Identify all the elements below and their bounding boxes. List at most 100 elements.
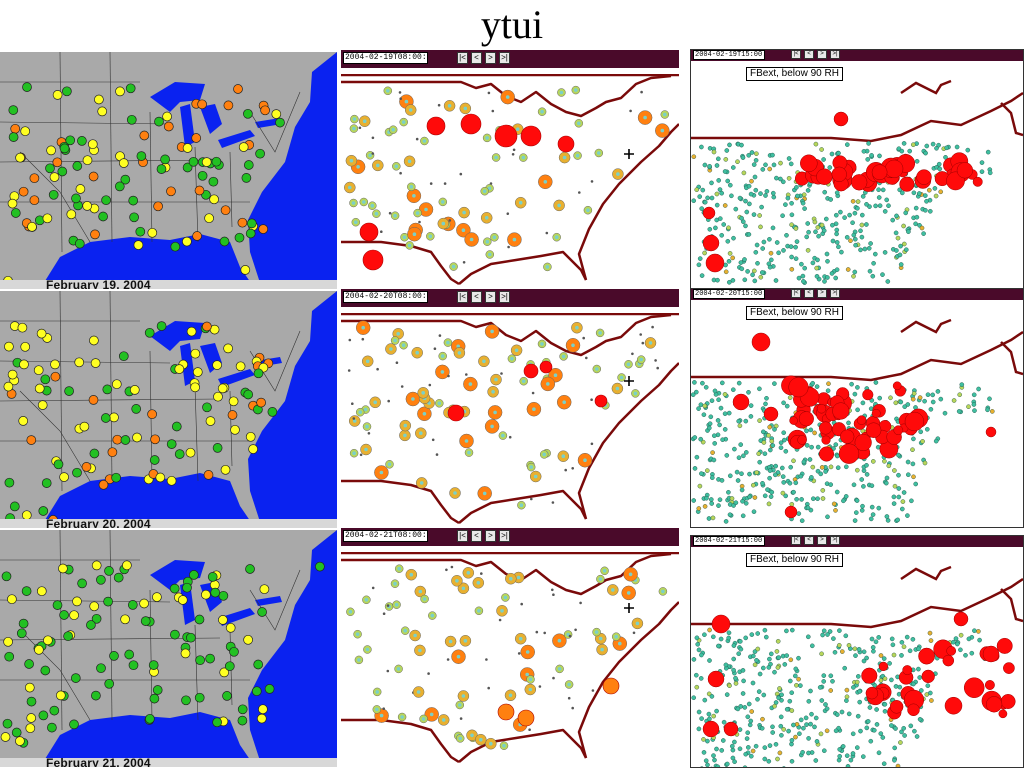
station-dot — [836, 643, 842, 648]
station-dot — [764, 396, 769, 401]
timestamp-field[interactable]: 2004-02-20T08:00:00 — [343, 291, 428, 303]
gulf-of-mexico — [40, 473, 255, 528]
first-button[interactable]: |< — [791, 289, 801, 298]
prev-button[interactable]: < — [804, 536, 814, 545]
station-dot — [315, 561, 325, 572]
station-dot — [754, 151, 759, 156]
station-dot — [794, 239, 800, 244]
prev-button[interactable]: < — [471, 530, 482, 542]
gulf-coast — [458, 728, 588, 763]
station-dot — [809, 475, 814, 480]
station-dot — [223, 343, 233, 354]
station-dot — [717, 422, 722, 428]
station-dot — [913, 481, 918, 487]
high-value-bubble — [798, 411, 814, 427]
station-dot — [750, 272, 755, 278]
station-dot — [728, 473, 733, 479]
station-dot — [18, 618, 29, 629]
atlantic-ocean — [248, 530, 337, 767]
next-button[interactable]: > — [485, 52, 496, 64]
station-dot — [202, 402, 212, 413]
station-dot — [846, 711, 852, 717]
station-dot — [880, 187, 886, 193]
station-dot — [801, 725, 806, 731]
high-value-bubble — [818, 446, 835, 462]
next-button[interactable]: > — [817, 289, 827, 298]
station-point — [545, 231, 549, 235]
station-dot — [251, 686, 262, 697]
station-dot — [205, 653, 215, 664]
station-dot — [720, 437, 725, 442]
station-dot — [52, 600, 63, 610]
station-dot — [747, 494, 752, 500]
last-button[interactable]: >| — [830, 50, 840, 59]
last-button[interactable]: >| — [830, 536, 840, 545]
station-dot — [10, 208, 21, 218]
station-dot — [225, 622, 236, 633]
next-button[interactable]: > — [485, 530, 496, 542]
timestamp-field[interactable]: 2004-02-19T15:00:00 — [693, 50, 765, 60]
station-dot — [873, 380, 879, 385]
fbext-map-panel: 2004-02-21T15:00:00|<<>>|FBext, below 90… — [690, 535, 1024, 768]
station-dot — [892, 745, 897, 751]
first-button[interactable]: |< — [791, 50, 801, 59]
last-button[interactable]: >| — [499, 530, 510, 542]
next-button[interactable]: > — [817, 50, 827, 59]
next-button[interactable]: > — [485, 291, 496, 303]
station-dot — [833, 508, 838, 513]
timestamp-field[interactable]: 2004-02-19T08:00:00 — [343, 52, 428, 64]
station-center — [643, 115, 647, 120]
prev-button[interactable]: < — [471, 291, 482, 303]
station-center — [389, 347, 393, 351]
high-value-bubble — [851, 174, 868, 191]
high-value-bubble — [856, 415, 867, 425]
station-center — [467, 450, 471, 455]
station-dot — [850, 198, 856, 204]
station-dot — [202, 321, 212, 332]
station-dot — [987, 170, 993, 176]
first-button[interactable]: |< — [791, 536, 801, 545]
first-button[interactable]: |< — [457, 530, 468, 542]
timestamp-field[interactable]: 2004-02-20T15:00:00 — [693, 289, 765, 299]
station-dot — [40, 374, 51, 385]
prev-button[interactable]: < — [471, 52, 482, 64]
station-dot — [738, 639, 743, 644]
station-dot — [736, 455, 742, 460]
station-dot — [954, 641, 960, 647]
station-dot — [854, 679, 860, 685]
station-dot — [740, 668, 746, 673]
prev-button[interactable]: < — [804, 50, 814, 59]
station-dot — [874, 722, 880, 727]
station-dot — [148, 660, 159, 670]
next-button[interactable]: > — [817, 536, 827, 545]
station-dot — [768, 494, 774, 499]
station-dot — [822, 189, 827, 195]
station-dot — [181, 695, 191, 706]
station-dot — [235, 361, 246, 372]
station-dot — [722, 203, 728, 208]
first-button[interactable]: |< — [457, 291, 468, 303]
station-dot — [739, 471, 744, 476]
station-dot — [154, 116, 164, 127]
station-dot — [833, 728, 839, 734]
timestamp-field[interactable]: 2004-02-21T15:00:00 — [693, 536, 765, 546]
station-dot — [796, 676, 801, 682]
prev-button[interactable]: < — [804, 289, 814, 298]
last-button[interactable]: >| — [499, 52, 510, 64]
station-dot — [128, 660, 139, 671]
last-button[interactable]: >| — [830, 289, 840, 298]
lake-michigan — [180, 582, 195, 625]
station-center — [575, 153, 580, 158]
station-point — [632, 631, 636, 635]
station-dot — [789, 200, 794, 206]
first-button[interactable]: |< — [457, 52, 468, 64]
last-button[interactable]: >| — [499, 291, 510, 303]
station-dot — [788, 464, 793, 470]
station-dot — [746, 232, 752, 237]
station-dot — [957, 392, 963, 397]
station-center — [456, 654, 461, 659]
timestamp-field[interactable]: 2004-02-21T08:00:00 — [343, 530, 428, 542]
station-dot — [744, 736, 750, 741]
station-dot — [958, 632, 964, 638]
station-center — [354, 220, 358, 224]
